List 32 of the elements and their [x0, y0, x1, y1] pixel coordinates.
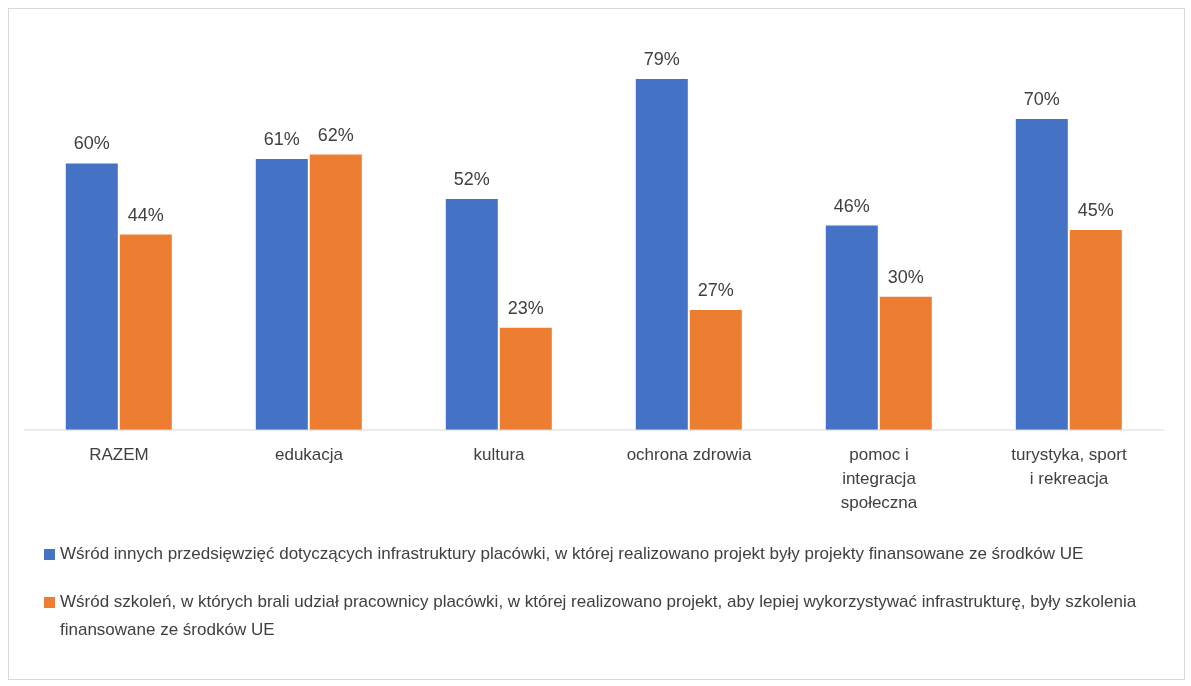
data-label: 44% — [127, 204, 164, 225]
bar — [1069, 230, 1122, 430]
x-tick-label: pomoc i integracja społeczna — [840, 445, 918, 512]
bar — [65, 163, 118, 430]
x-tick-label: turystyka, sport i rekreacja — [1011, 445, 1127, 488]
x-tick-label: kultura — [473, 445, 526, 464]
x-tick-label: RAZEM — [89, 445, 149, 464]
data-label: 52% — [453, 168, 490, 189]
bar — [825, 225, 878, 430]
bar — [499, 327, 552, 430]
bar — [255, 158, 308, 430]
data-label: 62% — [317, 124, 354, 145]
data-label: 70% — [1023, 88, 1060, 109]
legend-label: Wśród innych przedsięwzięć dotyczących infrastruktury placówki, w której realizowano projekt były projekty finansowane ze środków UE — [60, 543, 1084, 565]
data-label: 61% — [263, 128, 300, 149]
bar — [879, 296, 932, 430]
data-label: 27% — [697, 280, 734, 301]
bar — [635, 79, 688, 430]
data-label: 30% — [887, 266, 924, 287]
bar — [119, 234, 172, 430]
data-label: 45% — [1077, 200, 1114, 221]
bar — [445, 198, 498, 430]
bar — [1015, 118, 1068, 430]
legend-label: Wśród szkoleń, w których brali udział pracownicy placówki, w której realizowano projekt, aby lepiej wykorzystywać infrastrukturę, były szkolenia finansowane ze środków UE — [60, 591, 1138, 641]
x-tick-label: ochrona zdrowia — [626, 445, 752, 464]
data-label: 23% — [507, 297, 544, 318]
data-label: 60% — [73, 133, 110, 154]
data-label: 46% — [833, 195, 870, 216]
bar — [309, 154, 362, 430]
data-label: 79% — [643, 49, 680, 69]
bar — [689, 310, 742, 430]
x-tick-label: edukacja — [274, 445, 344, 464]
